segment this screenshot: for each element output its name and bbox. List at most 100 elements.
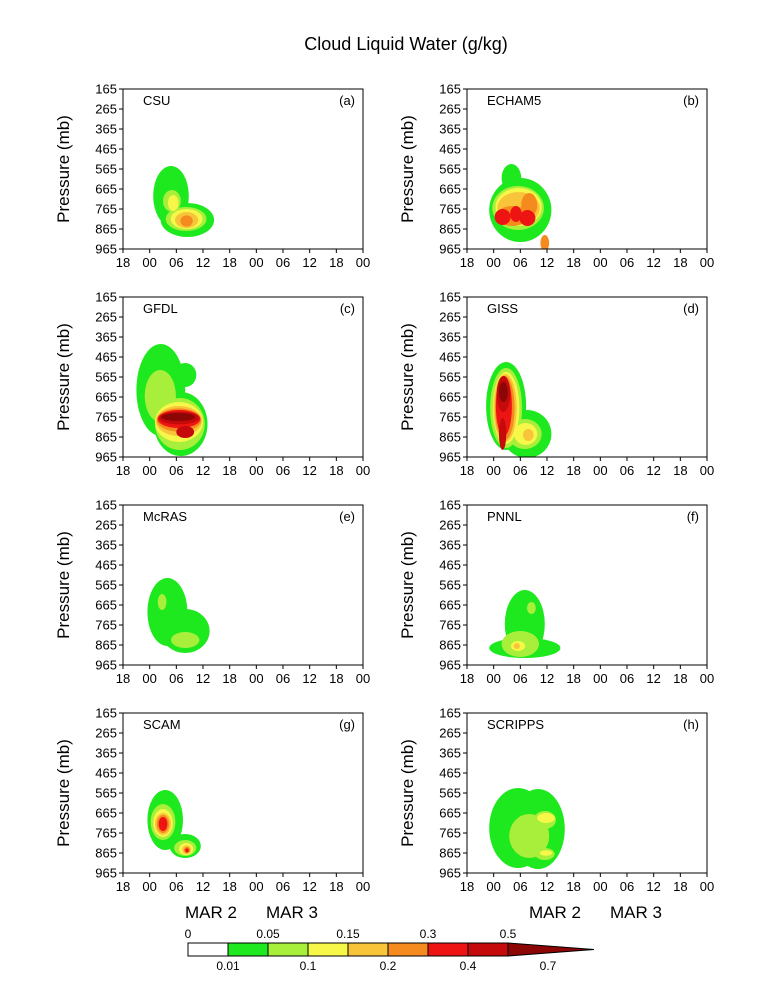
x-tick-label: 12	[646, 255, 660, 270]
x-tick-label: 12	[302, 463, 316, 478]
x-tick-label: 12	[196, 879, 210, 894]
contour-level-3	[167, 195, 179, 211]
y-axis-label: Pressure (mb)	[54, 531, 73, 639]
x-tick-label: 00	[356, 463, 370, 478]
x-tick-label: 18	[329, 879, 343, 894]
panel-frame	[122, 88, 364, 250]
y-tick-label: 665	[439, 182, 461, 197]
contour-level-6	[519, 210, 536, 226]
x-tick-label: 06	[620, 671, 634, 686]
x-tick-label: 00	[142, 879, 156, 894]
colorbar-label-lower: 0.7	[540, 959, 557, 973]
panel-name: GISS	[487, 301, 518, 316]
colorbar-extend-arrow	[507, 942, 595, 957]
y-tick-label: 865	[439, 222, 461, 237]
colorbar-label-lower: 0.01	[216, 959, 240, 973]
x-date-right-1: MAR 2	[529, 903, 581, 922]
y-tick-label: 365	[95, 746, 117, 761]
x-tick-label: 06	[169, 463, 183, 478]
x-tick-label: 18	[222, 255, 236, 270]
x-tick-label: 12	[196, 671, 210, 686]
y-tick-label: 465	[439, 142, 461, 157]
colorbar-label-upper: 0.15	[336, 927, 360, 941]
panel-tag: (d)	[683, 301, 699, 316]
x-tick-label: 18	[329, 255, 343, 270]
contour-level-4	[513, 643, 520, 649]
panel-name: SCAM	[143, 717, 181, 732]
x-tick-label: 12	[540, 255, 554, 270]
x-tick-label: 06	[276, 463, 290, 478]
y-tick-label: 265	[95, 518, 117, 533]
x-tick-label: 12	[540, 463, 554, 478]
x-date-left-1: MAR 2	[185, 903, 237, 922]
x-tick-label: 18	[460, 463, 474, 478]
y-tick-label: 565	[439, 370, 461, 385]
colorbar-label-lower: 0.1	[300, 959, 317, 973]
y-tick-label: 765	[95, 618, 117, 633]
y-tick-label: 965	[439, 242, 461, 257]
panel-name: McRAS	[143, 509, 187, 524]
x-tick-label: 06	[169, 255, 183, 270]
panel-tag: (h)	[683, 717, 699, 732]
y-tick-label: 865	[95, 222, 117, 237]
x-tick-label: 12	[302, 255, 316, 270]
y-tick-label: 865	[439, 846, 461, 861]
x-date-right-2: MAR 3	[610, 903, 662, 922]
x-tick-label: 06	[513, 255, 527, 270]
x-tick-label: 12	[540, 671, 554, 686]
contour-level-6	[494, 209, 511, 225]
x-tick-label: 00	[593, 463, 607, 478]
y-tick-label: 165	[439, 82, 461, 97]
contour-level-8	[161, 413, 196, 421]
contour-level-6	[158, 817, 168, 831]
panel-name: GFDL	[143, 301, 178, 316]
x-tick-label: 18	[222, 671, 236, 686]
x-tick-label: 06	[276, 671, 290, 686]
x-tick-label: 00	[486, 879, 500, 894]
y-tick-label: 565	[95, 578, 117, 593]
x-tick-label: 18	[329, 463, 343, 478]
y-axis-label: Pressure (mb)	[398, 531, 417, 639]
y-tick-label: 365	[95, 538, 117, 553]
panel-tag: (a)	[339, 93, 355, 108]
y-tick-label: 665	[439, 806, 461, 821]
panel-tag: (g)	[339, 717, 355, 732]
y-tick-label: 765	[439, 618, 461, 633]
contour-level-5	[180, 215, 193, 227]
contour-field	[489, 788, 565, 869]
chart-title: Cloud Liquid Water (g/kg)	[304, 34, 507, 54]
panel-tag: (c)	[340, 301, 355, 316]
colorbar: 0 0.05 0.15 0.3 0.5 0.01 0.1 0.2 0.4 0.7	[185, 927, 595, 973]
y-tick-label: 265	[95, 310, 117, 325]
y-tick-label: 965	[95, 450, 117, 465]
contour-field	[153, 166, 215, 237]
y-tick-label: 965	[95, 866, 117, 881]
y-tick-label: 565	[439, 786, 461, 801]
x-tick-label: 00	[356, 671, 370, 686]
colorbar-swatch	[467, 942, 509, 957]
y-tick-label: 465	[95, 142, 117, 157]
contour-level-7	[176, 426, 195, 438]
y-tick-label: 465	[439, 350, 461, 365]
x-tick-label: 18	[460, 255, 474, 270]
y-tick-label: 365	[95, 122, 117, 137]
x-tick-label: 18	[566, 671, 580, 686]
x-tick-label: 00	[700, 255, 714, 270]
contour-level-5	[540, 235, 550, 249]
y-tick-label: 665	[95, 598, 117, 613]
y-tick-label: 965	[95, 658, 117, 673]
colorbar-swatch	[187, 942, 229, 957]
x-tick-label: 00	[700, 463, 714, 478]
colorbar-swatch	[427, 942, 469, 957]
colorbar-label-upper: 0	[185, 927, 192, 941]
x-tick-label: 18	[460, 671, 474, 686]
x-tick-label: 00	[249, 879, 263, 894]
contour-level-3	[539, 850, 553, 856]
y-axis-label: Pressure (mb)	[398, 115, 417, 223]
y-tick-label: 165	[95, 498, 117, 513]
x-tick-label: 18	[116, 463, 130, 478]
y-tick-label: 165	[95, 82, 117, 97]
y-tick-label: 365	[439, 330, 461, 345]
